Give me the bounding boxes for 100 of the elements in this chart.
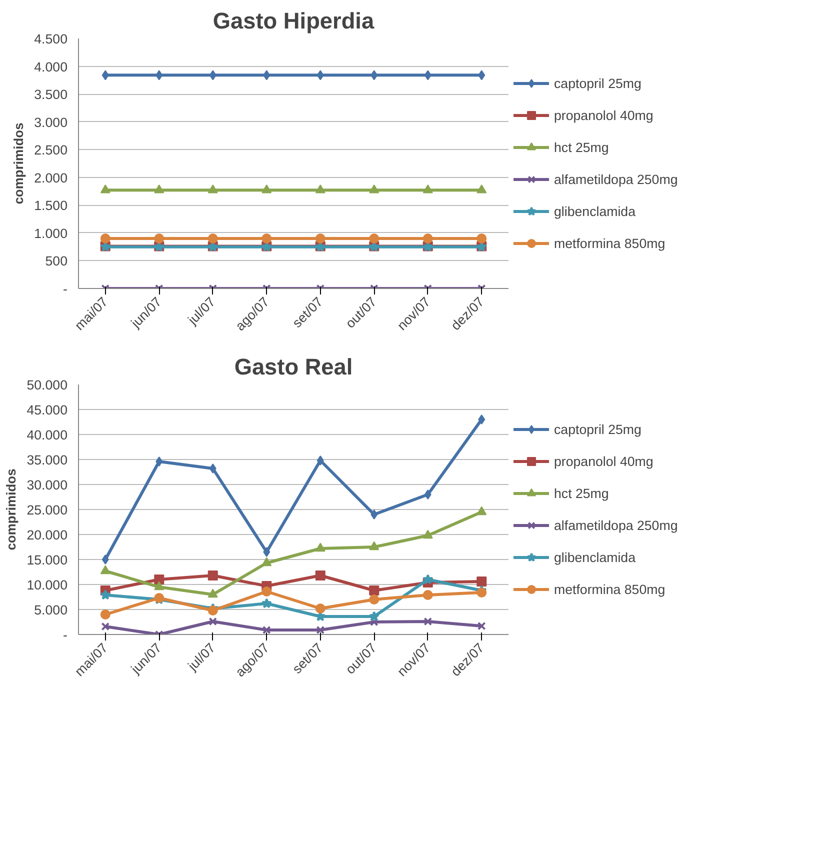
point xyxy=(424,617,432,626)
point xyxy=(208,184,218,194)
point xyxy=(316,456,324,466)
point xyxy=(315,234,326,244)
y-tick-label: 50.000 xyxy=(26,378,68,392)
point xyxy=(370,618,378,626)
point xyxy=(478,70,486,80)
legend-label: alfametildopa 250mg xyxy=(554,172,679,186)
point xyxy=(209,464,216,474)
point xyxy=(316,626,325,634)
y-tick-label: - xyxy=(63,282,68,296)
point xyxy=(156,456,163,466)
legend-label: hct 25mg xyxy=(554,486,610,500)
y-tick-label: 5.000 xyxy=(34,602,68,618)
point xyxy=(263,547,270,557)
point xyxy=(477,622,486,630)
legend-label: glibenclamida xyxy=(554,204,636,218)
point xyxy=(476,506,487,516)
legend-label: metformina 850mg xyxy=(554,582,666,596)
y-axis-title: comprimidos xyxy=(11,122,26,204)
point xyxy=(369,541,380,550)
point xyxy=(100,610,110,620)
point xyxy=(154,234,164,244)
point xyxy=(315,570,326,580)
legend-label: metformina 850mg xyxy=(554,236,666,250)
y-tick-label: 10.000 xyxy=(26,578,68,592)
point xyxy=(262,626,271,634)
y-tick-label: 1.500 xyxy=(34,198,68,214)
point xyxy=(208,588,218,598)
point xyxy=(422,184,433,194)
point xyxy=(208,617,218,626)
point xyxy=(422,574,434,584)
y-tick-label: 25.000 xyxy=(26,502,68,518)
point xyxy=(100,565,110,574)
point xyxy=(316,70,324,80)
point xyxy=(262,586,272,596)
point xyxy=(315,184,326,194)
point xyxy=(476,184,487,194)
point xyxy=(208,234,218,244)
legend-label: propanolol 40mg xyxy=(554,454,654,468)
y-tick-label: 2.000 xyxy=(34,170,68,186)
y-tick-label: 2.500 xyxy=(34,142,68,158)
legend-label: glibenclamida xyxy=(554,550,636,564)
y-tick-label: 40.000 xyxy=(26,428,68,442)
y-tick-label: 4.500 xyxy=(34,32,68,46)
y-tick-label: 4.000 xyxy=(34,59,68,74)
y-tick-label: 45.000 xyxy=(26,402,68,418)
y-tick-label: 1.000 xyxy=(34,226,68,241)
point xyxy=(263,70,270,80)
y-tick-label: - xyxy=(63,628,68,642)
y-axis-title: comprimidos xyxy=(4,468,19,550)
y-tick-label: 20.000 xyxy=(26,528,68,542)
legend-label: hct 25mg xyxy=(554,140,610,154)
point xyxy=(261,598,272,608)
point xyxy=(370,510,378,520)
y-tick-label: 500 xyxy=(45,254,68,269)
y-tick-label: 30.000 xyxy=(26,478,68,492)
point xyxy=(208,606,218,616)
point xyxy=(369,594,380,604)
point xyxy=(368,611,380,622)
point xyxy=(102,70,109,80)
point xyxy=(369,184,380,194)
point xyxy=(100,184,110,194)
legend-label: alfametildopa 250mg xyxy=(554,518,679,532)
point xyxy=(369,234,380,244)
point xyxy=(154,574,164,584)
point xyxy=(315,542,326,552)
point xyxy=(315,604,326,614)
point xyxy=(100,590,111,600)
point xyxy=(370,70,378,80)
point xyxy=(262,234,272,244)
legend-label: propanolol 40mg xyxy=(554,108,654,122)
point xyxy=(422,590,433,600)
point xyxy=(369,586,380,596)
y-tick-label: 35.000 xyxy=(26,452,68,468)
point xyxy=(476,576,487,586)
point xyxy=(102,554,109,564)
point xyxy=(154,581,164,590)
point xyxy=(156,70,163,80)
point xyxy=(262,184,272,194)
point xyxy=(101,622,110,631)
point xyxy=(208,570,218,580)
point xyxy=(424,490,432,500)
y-tick-label: 3.000 xyxy=(34,114,68,130)
chart-title: Gasto Hiperdia xyxy=(212,8,374,34)
point xyxy=(209,70,216,80)
y-tick-label: 3.500 xyxy=(34,87,68,102)
point xyxy=(422,234,433,244)
chart-title: Gasto Real xyxy=(234,354,353,380)
y-tick-label: 15.000 xyxy=(26,552,68,568)
legend-label: captopril 25mg xyxy=(554,76,642,90)
legend-label: captopril 25mg xyxy=(554,422,642,436)
point xyxy=(100,234,110,244)
point xyxy=(478,414,486,424)
point xyxy=(154,184,164,194)
point xyxy=(476,234,487,244)
point xyxy=(422,530,433,539)
point xyxy=(476,588,487,598)
point xyxy=(424,70,432,80)
point xyxy=(262,557,272,566)
